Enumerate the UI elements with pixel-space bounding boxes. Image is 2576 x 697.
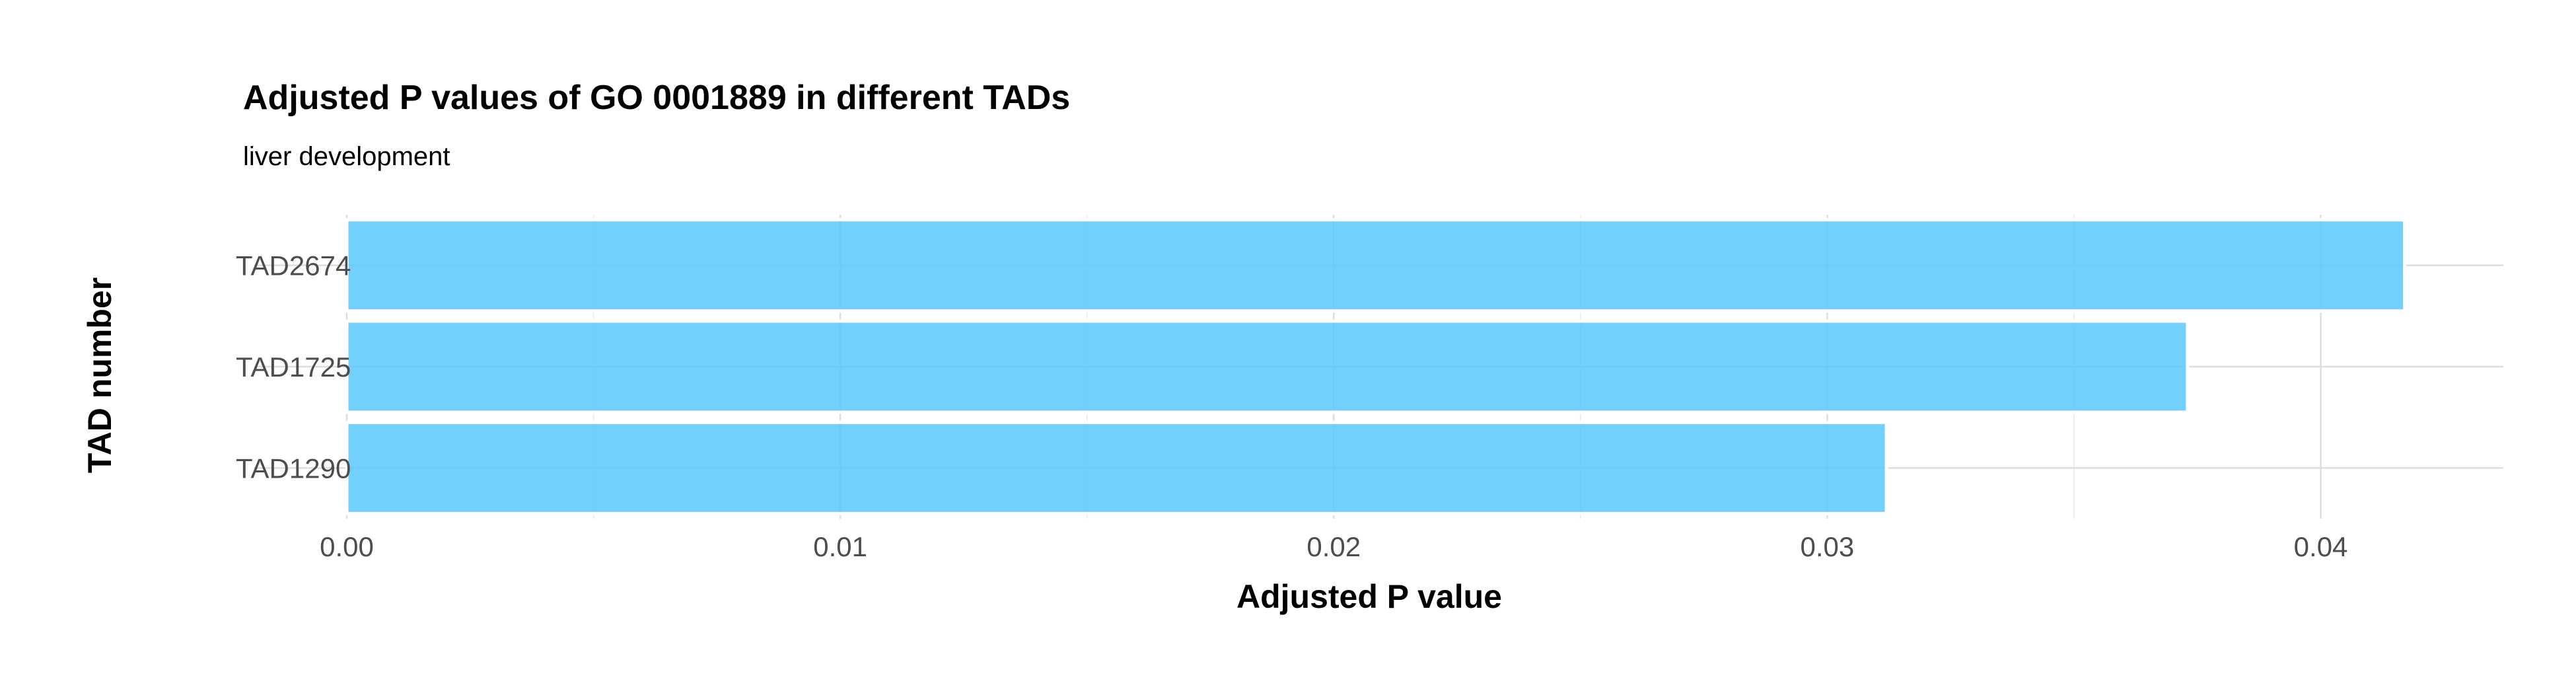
x-axis-title: Adjusted P value [1236,578,1502,615]
y-tick-label: TAD1290 [236,453,351,484]
bars [345,218,2407,515]
x-tick-label: 0.03 [1801,531,1855,562]
x-tick-label: 0.04 [2294,531,2348,562]
x-tick-label: 0.01 [813,531,867,562]
chart-subtitle: liver development [243,142,450,171]
x-axis-ticks: 0.00 0.01 0.02 0.03 0.04 [320,531,2347,562]
bar-tad1290 [345,420,1888,515]
y-axis-title: TAD number [81,277,118,473]
y-tick-label: TAD2674 [236,250,351,281]
x-tick-label: 0.02 [1306,531,1361,562]
chart-title: Adjusted P values of GO 0001889 in diffe… [243,79,1070,117]
bar-tad2674 [345,218,2407,313]
x-tick-label: 0.00 [320,531,374,562]
y-axis-ticks: TAD2674 TAD1725 TAD1290 [236,250,351,484]
bar-tad1725 [345,319,2190,414]
y-tick-label: TAD1725 [236,351,351,383]
